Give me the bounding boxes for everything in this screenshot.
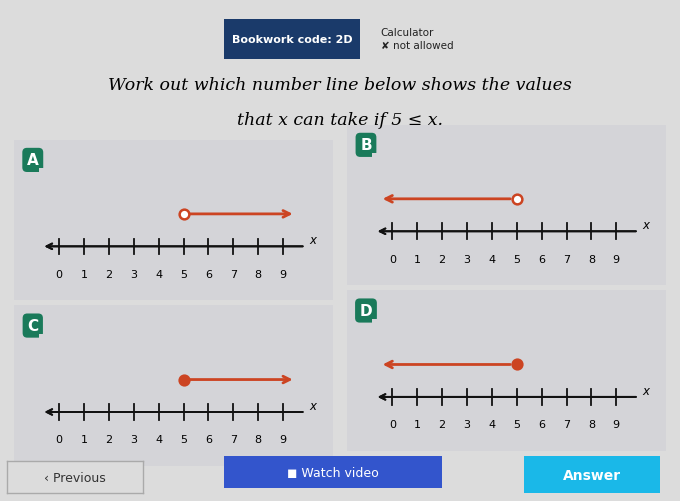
Text: 4: 4 — [155, 269, 163, 279]
Text: C: C — [27, 319, 38, 333]
Text: 8: 8 — [588, 419, 595, 429]
Text: 1: 1 — [80, 269, 88, 279]
Text: ◼ Watch video: ◼ Watch video — [288, 466, 379, 478]
Text: 0: 0 — [56, 269, 63, 279]
Text: 1: 1 — [80, 434, 88, 444]
Text: that x can take if 5 ≤ x.: that x can take if 5 ≤ x. — [237, 112, 443, 129]
Text: 0: 0 — [56, 434, 63, 444]
Text: 9: 9 — [613, 419, 620, 429]
Text: Answer: Answer — [562, 468, 621, 481]
Text: 2: 2 — [439, 419, 445, 429]
Text: 8: 8 — [254, 269, 262, 279]
Text: Bookwork code: 2D: Bookwork code: 2D — [232, 35, 353, 45]
Text: 3: 3 — [131, 434, 137, 444]
Text: 5: 5 — [180, 434, 187, 444]
Text: 9: 9 — [279, 434, 287, 444]
Text: 4: 4 — [488, 419, 496, 429]
Text: 6: 6 — [205, 434, 212, 444]
Text: 3: 3 — [464, 254, 471, 264]
Text: A: A — [27, 153, 39, 168]
Text: 1: 1 — [413, 254, 421, 264]
Text: Calculator: Calculator — [381, 28, 434, 38]
Text: ✘ not allowed: ✘ not allowed — [381, 41, 454, 51]
Text: 6: 6 — [205, 269, 212, 279]
Text: 2: 2 — [439, 254, 445, 264]
Text: 4: 4 — [155, 434, 163, 444]
Text: 9: 9 — [613, 254, 620, 264]
Text: 0: 0 — [389, 254, 396, 264]
Text: 8: 8 — [254, 434, 262, 444]
Text: Work out which number line below shows the values: Work out which number line below shows t… — [108, 77, 572, 94]
Text: 6: 6 — [538, 419, 545, 429]
Text: 2: 2 — [105, 269, 112, 279]
Text: B: B — [360, 138, 372, 153]
Text: 7: 7 — [230, 434, 237, 444]
Text: 7: 7 — [230, 269, 237, 279]
Text: 7: 7 — [563, 254, 570, 264]
Text: 8: 8 — [588, 254, 595, 264]
Text: 6: 6 — [538, 254, 545, 264]
Text: D: D — [360, 304, 372, 318]
Text: $x$: $x$ — [643, 384, 651, 397]
Text: $x$: $x$ — [309, 234, 318, 247]
Text: 7: 7 — [563, 419, 570, 429]
Text: 0: 0 — [389, 419, 396, 429]
Text: 5: 5 — [513, 419, 520, 429]
Text: $x$: $x$ — [309, 399, 318, 412]
Text: 2: 2 — [105, 434, 112, 444]
Text: 4: 4 — [488, 254, 496, 264]
Text: 5: 5 — [513, 254, 520, 264]
Text: 5: 5 — [180, 269, 187, 279]
Text: 3: 3 — [131, 269, 137, 279]
Text: $x$: $x$ — [643, 219, 651, 232]
Text: 3: 3 — [464, 419, 471, 429]
Text: ‹ Previous: ‹ Previous — [44, 471, 105, 483]
Text: 1: 1 — [413, 419, 421, 429]
Text: 9: 9 — [279, 269, 287, 279]
